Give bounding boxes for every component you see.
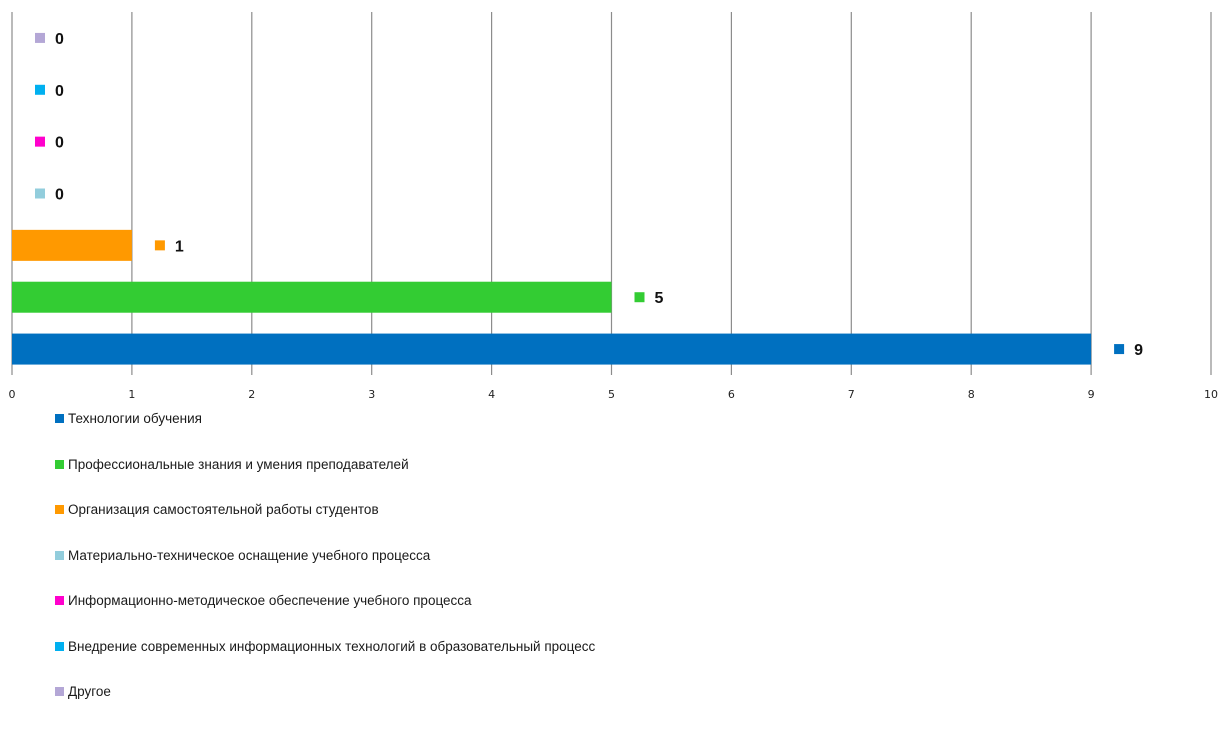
bar: [12, 229, 132, 261]
x-tick-label: 2: [248, 388, 255, 401]
legend-swatch: [55, 641, 64, 651]
data-label-swatch: [154, 240, 165, 251]
data-label-swatch: [35, 32, 45, 43]
legend-item: Материально-техническое оснащение учебно…: [55, 548, 595, 563]
data-label-swatch: [35, 136, 45, 147]
legend-swatch: [55, 550, 64, 560]
legend-swatch: [55, 596, 64, 605]
x-tick-label: 3: [368, 388, 375, 401]
bar: [12, 333, 1092, 365]
data-labels: 9 5 1 0 0 0 0: [35, 31, 1143, 359]
legend: Технологии обучения Профессиональные знан…: [55, 411, 595, 730]
x-tick-label: 9: [1088, 388, 1095, 401]
x-axis-ticks: 0 1 2 3 4 5 6 7 8 9 10: [9, 388, 1219, 401]
data-label: 0: [55, 83, 64, 100]
legend-swatch: [55, 505, 64, 514]
x-tick-label: 1: [128, 388, 135, 401]
legend-item: Внедрение современных информационных тех…: [55, 639, 595, 654]
legend-label: Технологии обучения: [68, 411, 202, 426]
data-label-swatch: [35, 188, 45, 199]
legend-item: Другое: [55, 684, 595, 699]
data-label: 0: [55, 135, 64, 152]
data-label: 9: [1134, 342, 1143, 359]
legend-label: Внедрение современных информационных тех…: [68, 638, 596, 654]
legend-item: Технологии обучения: [55, 411, 595, 426]
legend-label: Материально-техническое оснащение учебно…: [68, 547, 431, 563]
x-tick-label: 0: [9, 388, 16, 401]
data-label-swatch: [634, 292, 645, 303]
data-label: 0: [55, 31, 64, 48]
legend-label: Организация самостоятельной работы студе…: [68, 502, 379, 517]
data-label: 0: [55, 187, 64, 204]
x-tick-label: 5: [608, 388, 615, 401]
legend-item: Организация самостоятельной работы студе…: [55, 502, 595, 517]
x-tick-label: 7: [848, 388, 855, 401]
bar: [12, 281, 612, 313]
x-tick-label: 6: [728, 388, 735, 401]
data-label: 5: [655, 290, 664, 307]
legend-item: Профессиональные знания и умения препода…: [55, 457, 595, 472]
legend-label: Другое: [68, 684, 111, 699]
data-label: 1: [175, 238, 184, 255]
x-tick-label: 8: [968, 388, 975, 401]
data-label-swatch: [1114, 344, 1125, 355]
gridlines: [11, 12, 1212, 375]
data-label-swatch: [35, 84, 45, 95]
legend-swatch: [55, 459, 64, 469]
x-tick-label: 10: [1204, 388, 1218, 401]
bars: [12, 229, 1092, 365]
legend-label: Информационно-методическое обеспечение у…: [68, 593, 472, 608]
legend-swatch: [55, 687, 64, 696]
legend-label: Профессиональные знания и умения препода…: [68, 456, 409, 472]
legend-swatch: [55, 414, 64, 423]
x-tick-label: 4: [488, 388, 495, 401]
legend-item: Информационно-методическое обеспечение у…: [55, 593, 595, 608]
